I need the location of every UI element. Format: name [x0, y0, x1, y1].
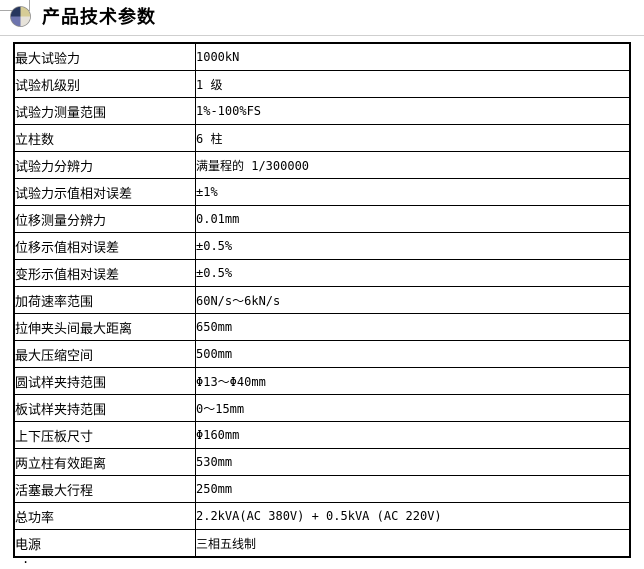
param-name-cell: 加荷速率范围 — [13, 286, 196, 314]
param-name-cell: 最大压缩空间 — [13, 340, 196, 368]
page-title: 产品技术参数 — [42, 7, 156, 27]
param-name-cell: 最大试验力 — [13, 42, 196, 71]
param-value-cell: Φ13～Φ40mm — [195, 367, 631, 395]
table-row: 活塞最大行程 250mm — [13, 475, 631, 503]
param-value-cell: 1 级 — [195, 70, 631, 98]
param-name-cell: 位移示值相对误差 — [13, 232, 196, 260]
table-row: 位移测量分辨力 0.01mm — [13, 205, 631, 233]
param-value-cell: 0～15mm — [195, 394, 631, 422]
table-row: 试验机级别 1 级 — [13, 70, 631, 98]
table-row: 试验力示值相对误差 ±1% — [13, 178, 631, 206]
table-row: 板试样夹持范围 0～15mm — [13, 394, 631, 422]
param-value-cell: ±0.5% — [195, 259, 631, 287]
param-value-cell: Φ160mm — [195, 421, 631, 449]
param-value-cell: 530mm — [195, 448, 631, 476]
table-row: 拉伸夹头间最大距离 650mm — [13, 313, 631, 341]
specs-table: 最大试验力 1000kN 试验机级别 1 级 试验力测量范围 1%-100%FS… — [13, 42, 631, 558]
param-name-cell: 上下压板尺寸 — [13, 421, 196, 449]
table-row: 试验力测量范围 1%-100%FS — [13, 97, 631, 125]
page-header: 产品技术参数 — [10, 3, 156, 29]
param-name-cell: 电源 — [13, 529, 196, 558]
specs-table-body: 最大试验力 1000kN 试验机级别 1 级 试验力测量范围 1%-100%FS… — [13, 42, 631, 558]
param-value-cell: 2.2kVA(AC 380V) + 0.5kVA (AC 220V) — [195, 502, 631, 530]
table-row: 最大压缩空间 500mm — [13, 340, 631, 368]
param-value-cell: 650mm — [195, 313, 631, 341]
param-name-cell: 试验力分辨力 — [13, 151, 196, 179]
table-row: 两立柱有效距离 530mm — [13, 448, 631, 476]
param-name-cell: 两立柱有效距离 — [13, 448, 196, 476]
param-value-cell: 满量程的 1/300000 — [195, 151, 631, 179]
table-row: 加荷速率范围 60N/s～6kN/s — [13, 286, 631, 314]
param-name-cell: 试验力示值相对误差 — [13, 178, 196, 206]
param-value-cell: 60N/s～6kN/s — [195, 286, 631, 314]
table-row: 圆试样夹持范围 Φ13～Φ40mm — [13, 367, 631, 395]
table-row: 位移示值相对误差 ±0.5% — [13, 232, 631, 260]
param-name-cell: 板试样夹持范围 — [13, 394, 196, 422]
param-name-cell: 圆试样夹持范围 — [13, 367, 196, 395]
param-name-cell: 拉伸夹头间最大距离 — [13, 313, 196, 341]
stray-dot: . — [22, 552, 30, 566]
table-row: 最大试验力 1000kN — [13, 42, 631, 71]
title-underline — [0, 35, 644, 36]
param-value-cell: 500mm — [195, 340, 631, 368]
param-value-cell: 250mm — [195, 475, 631, 503]
param-name-cell: 试验机级别 — [13, 70, 196, 98]
param-value-cell: 1000kN — [195, 42, 631, 71]
table-row: 试验力分辨力 满量程的 1/300000 — [13, 151, 631, 179]
table-row: 电源 三相五线制 — [13, 529, 631, 558]
param-value-cell: 1%-100%FS — [195, 97, 631, 125]
param-name-cell: 变形示值相对误差 — [13, 259, 196, 287]
param-name-cell: 总功率 — [13, 502, 196, 530]
param-value-cell: 0.01mm — [195, 205, 631, 233]
param-name-cell: 试验力测量范围 — [13, 97, 196, 125]
param-name-cell: 活塞最大行程 — [13, 475, 196, 503]
param-value-cell: ±0.5% — [195, 232, 631, 260]
param-name-cell: 位移测量分辨力 — [13, 205, 196, 233]
param-value-cell: 三相五线制 — [195, 529, 631, 558]
table-row: 变形示值相对误差 ±0.5% — [13, 259, 631, 287]
table-row: 上下压板尺寸 Φ160mm — [13, 421, 631, 449]
table-row: 立柱数 6 柱 — [13, 124, 631, 152]
param-value-cell: ±1% — [195, 178, 631, 206]
param-value-cell: 6 柱 — [195, 124, 631, 152]
table-row: 总功率 2.2kVA(AC 380V) + 0.5kVA (AC 220V) — [13, 502, 631, 530]
pie-chart-icon — [10, 5, 31, 27]
param-name-cell: 立柱数 — [13, 124, 196, 152]
